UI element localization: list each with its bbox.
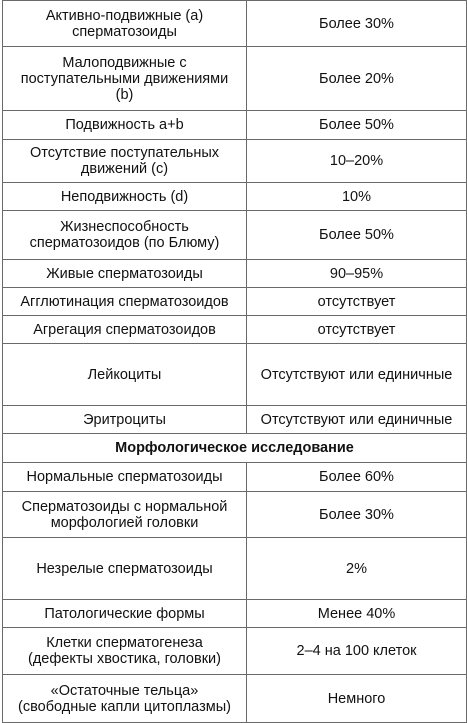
parameter-cell: Патологические формы [2,599,247,628]
norm-value-cell: 2–4 на 100 клеток [246,627,467,675]
table-row: Эритроциты Отсутствуют или единичные [2,405,467,434]
norm-value-cell: Более 50% [246,110,467,140]
parameter-cell: Отсутствие поступательных движений (c) [2,139,247,183]
norm-value-cell: 10–20% [246,139,467,183]
table-row: Агрегация сперматозоидов отсутствует [2,315,467,344]
parameter-cell: Нормальные сперматозоиды [2,462,247,492]
norm-value-cell: отсутствует [246,315,467,344]
norm-value-cell: Более 50% [246,210,467,260]
table-row: Малоподвижные с поступательными движениям… [2,46,467,111]
table-row: Патологические формы Менее 40% [2,599,467,628]
parameter-cell: Сперматозоиды с нормальной морфологией го… [2,491,247,538]
table-row: Активно-подвижные (a) сперматозоиды Более … [2,0,467,47]
parameter-cell: Агглютинация сперматозоидов [2,287,247,316]
norm-value-cell: Более 30% [246,0,467,47]
table-row: Агглютинация сперматозоидов отсутствует [2,287,467,316]
table-row: Жизнеспособность сперматозоидов (по Блюму… [2,210,467,260]
parameter-cell: Эритроциты [2,405,247,434]
parameter-cell: Живые сперматозоиды [2,259,247,288]
norm-value-cell: Отсутствуют или единичные [246,405,467,434]
parameter-cell: Активно-подвижные (a) сперматозоиды [2,0,247,47]
norm-value-cell: Немного [246,674,467,723]
table-row: Неподвижность (d) 10% [2,182,467,211]
table-row: Незрелые сперматозоиды 2% [2,537,467,600]
parameter-cell: Агрегация сперматозоидов [2,315,247,344]
norm-value-cell: 2% [246,537,467,600]
parameter-cell: «Остаточные тельца» (свободные капли цито… [2,674,247,723]
table-row: Сперматозоиды с нормальной морфологией го… [2,491,467,538]
parameter-cell: Подвижность a+b [2,110,247,140]
parameter-cell: Незрелые сперматозоиды [2,537,247,600]
norm-value-cell: Отсутствуют или единичные [246,343,467,406]
norm-value-cell: отсутствует [246,287,467,316]
table-row: Лейкоциты Отсутствуют или единичные [2,343,467,406]
table-row: Подвижность a+b Более 50% [2,110,467,140]
section-title: Морфологическое исследование [2,433,467,463]
norm-value-cell: 10% [246,182,467,211]
norm-value-cell: Менее 40% [246,599,467,628]
table-row: Клетки сперматогенеза (дефекты хвостика, … [2,627,467,675]
table-row: Живые сперматозоиды 90–95% [2,259,467,288]
section-header-row: Морфологическое исследование [2,433,467,463]
norm-value-cell: 90–95% [246,259,467,288]
parameter-cell: Неподвижность (d) [2,182,247,211]
parameter-cell: Лейкоциты [2,343,247,406]
norm-value-cell: Более 30% [246,491,467,538]
parameter-cell: Жизнеспособность сперматозоидов (по Блюму… [2,210,247,260]
table-row: «Остаточные тельца» (свободные капли цито… [2,674,467,723]
parameter-cell: Клетки сперматогенеза (дефекты хвостика, … [2,627,247,675]
norm-value-cell: Более 20% [246,46,467,111]
parameter-cell: Малоподвижные с поступательными движениям… [2,46,247,111]
table-row: Нормальные сперматозоиды Более 60% [2,462,467,492]
table-row: Отсутствие поступательных движений (c) 10–… [2,139,467,183]
norm-value-cell: Более 60% [246,462,467,492]
